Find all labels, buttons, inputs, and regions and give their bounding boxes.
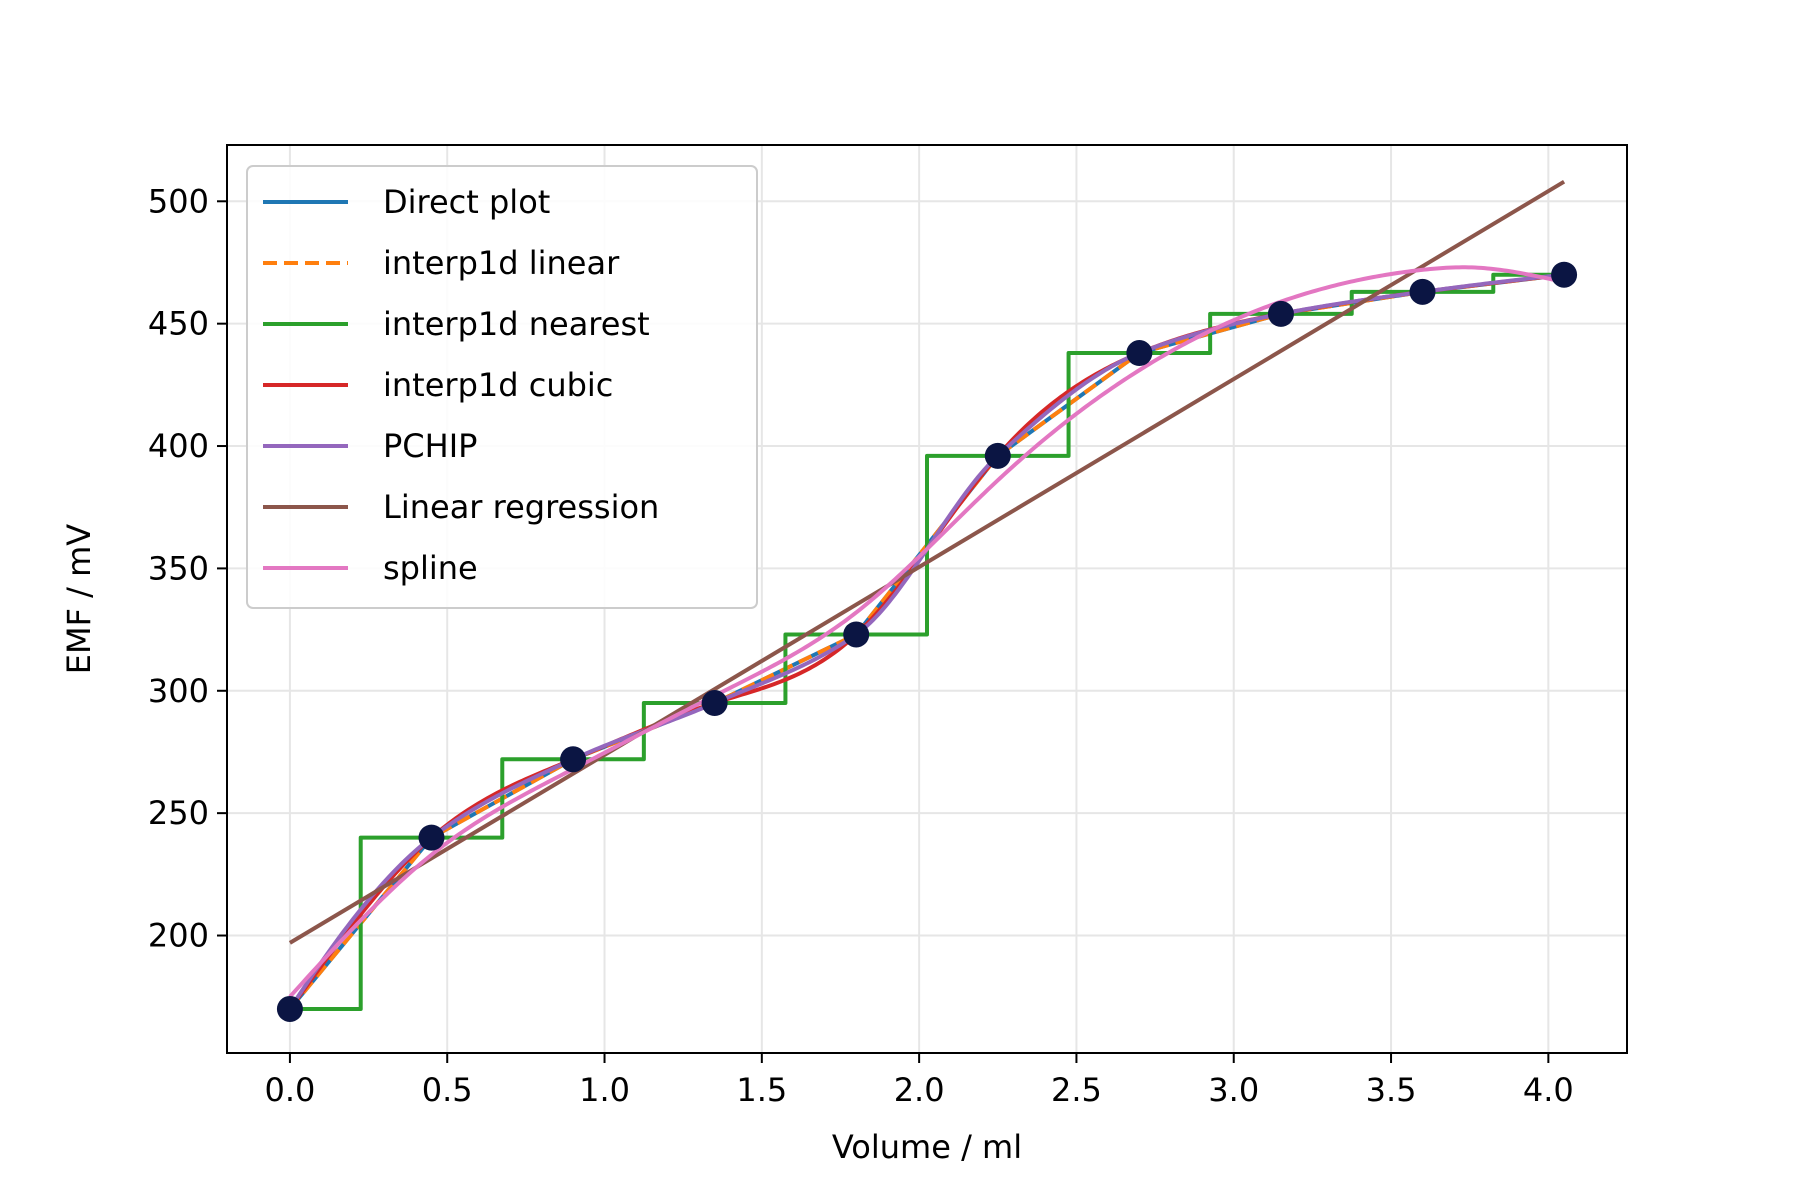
legend-entry-label: Direct plot	[383, 183, 550, 221]
legend-entry-label: interp1d nearest	[383, 305, 650, 343]
series-line-nearest	[289, 272, 1565, 1011]
y-tick-label: 200	[148, 917, 209, 955]
data-point	[1409, 278, 1436, 305]
legend-box	[246, 165, 758, 609]
y-tick-label: 450	[148, 305, 209, 343]
x-tick-label: 4.0	[1523, 1071, 1574, 1109]
legend-entry-label: interp1d cubic	[383, 366, 613, 404]
y-axis-label: EMF / mV	[60, 524, 98, 675]
x-tick-label: 0.5	[422, 1071, 473, 1109]
data-point	[701, 690, 728, 717]
y-tick-label: 350	[148, 549, 209, 587]
legend-entry-label: Linear regression	[383, 488, 659, 526]
y-tick-label: 500	[148, 182, 209, 220]
data-point	[560, 746, 587, 773]
legend: Direct plot interp1d linear interp1d neare…	[246, 165, 758, 609]
y-tick-label: 250	[148, 794, 209, 832]
legend-entry-label: spline	[383, 549, 478, 587]
data-point	[418, 824, 445, 851]
series-line-spline	[288, 265, 1565, 999]
x-tick-label: 2.5	[1051, 1071, 1102, 1109]
plot-frame	[226, 144, 1628, 1054]
x-tick-label: 0.0	[264, 1071, 315, 1109]
data-points	[276, 261, 1578, 1022]
legend-entry-label: PCHIP	[383, 427, 477, 465]
ticks: 0.0 0.5 1.0 1.5 2.0 2.5 3.0 3.5 4.0 200 250 300 350 4…	[148, 182, 1574, 1109]
data-point	[1126, 340, 1153, 367]
series-line-regression	[288, 179, 1566, 945]
x-axis-label: Volume / ml	[832, 1128, 1022, 1166]
data-point	[276, 995, 303, 1022]
y-tick-label: 400	[148, 427, 209, 465]
x-tick-label: 1.5	[736, 1071, 787, 1109]
x-tick-label: 1.0	[579, 1071, 630, 1109]
y-tick-label: 300	[148, 672, 209, 710]
x-tick-label: 2.0	[894, 1071, 945, 1109]
legend-entry-label: interp1d linear	[383, 244, 620, 282]
x-tick-label: 3.0	[1208, 1071, 1259, 1109]
data-point	[843, 621, 870, 648]
data-point	[1551, 261, 1578, 288]
series-layer	[288, 179, 1566, 1011]
data-point	[984, 442, 1011, 469]
x-tick-label: 3.5	[1366, 1071, 1417, 1109]
data-point	[1267, 300, 1294, 327]
